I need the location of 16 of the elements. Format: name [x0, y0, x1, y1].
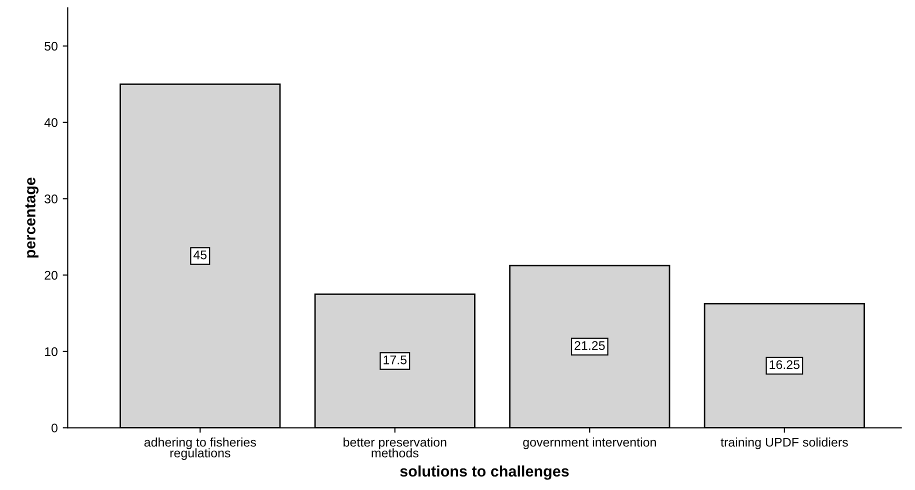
- data-label: 17.5: [384, 356, 407, 364]
- data-label: 21.25: [574, 341, 605, 350]
- x-tick-label: adhering to fisheries regulations: [144, 437, 256, 460]
- y-tick-label: 30: [44, 194, 58, 204]
- y-tick-label: 10: [45, 347, 58, 356]
- data-label: 16.25: [770, 360, 800, 370]
- x-axis-title: solutions to challenges: [400, 465, 569, 480]
- y-tick-label: 40: [44, 118, 58, 128]
- y-tick-label: 50: [44, 42, 58, 51]
- x-tick-label: better preservation methods: [344, 437, 446, 458]
- y-axis-title: percentage: [25, 178, 39, 258]
- x-tick-label: government intervention: [523, 437, 656, 450]
- data-label: 45: [193, 250, 207, 260]
- y-tick-label: 20: [44, 270, 58, 280]
- y-tick-label: 0: [52, 424, 58, 432]
- x-tick-label: training UPDF solidiers: [720, 437, 848, 450]
